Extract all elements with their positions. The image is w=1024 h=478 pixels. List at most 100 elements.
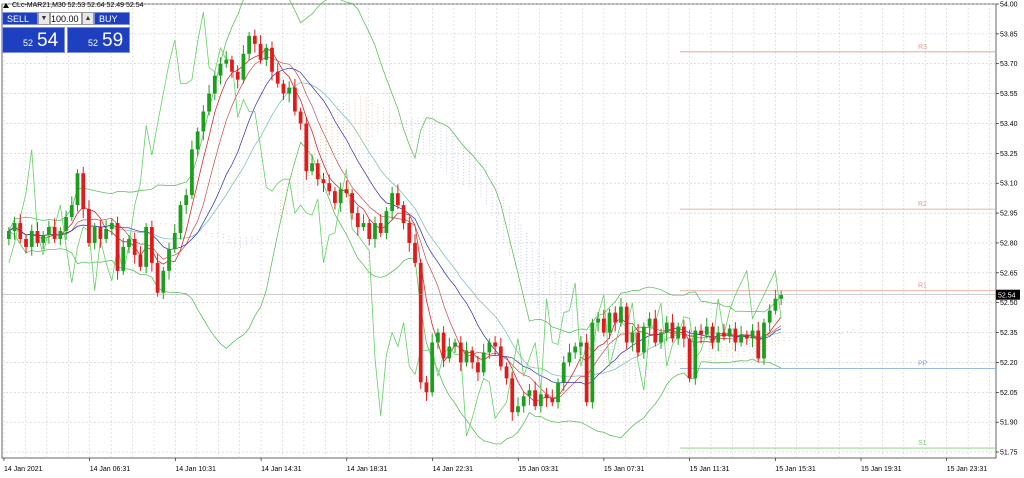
candle-bull <box>92 227 97 243</box>
candle-bull <box>104 229 108 239</box>
bollinger-upper-line <box>8 0 782 334</box>
buy-label[interactable]: BUY <box>94 12 130 25</box>
candle-bull <box>676 326 681 339</box>
candles <box>6 29 784 421</box>
candle-bull <box>607 312 612 333</box>
candle-bull <box>704 326 709 335</box>
level-label-r2: R2 <box>918 201 927 208</box>
candle-bull <box>161 270 166 293</box>
candle-bear <box>230 59 234 72</box>
candle-bull <box>516 406 520 413</box>
sell-price-small: 52 <box>23 38 34 48</box>
candle-bear <box>407 223 412 243</box>
candle-bear <box>498 346 503 367</box>
sell-label[interactable]: SELL <box>2 12 38 25</box>
lot-increase-icon[interactable]: ▲ <box>82 12 94 25</box>
candle-bear <box>744 334 749 339</box>
buy-button[interactable]: 52 59 <box>67 27 130 53</box>
y-tick-label: 53.40 <box>1000 121 1018 128</box>
candle-bull <box>453 342 457 347</box>
candle-bear <box>636 332 641 353</box>
candle-bull <box>779 294 784 299</box>
candle-bear <box>653 318 658 343</box>
candle-bear <box>584 342 589 403</box>
candle-bear <box>413 242 417 263</box>
candle-bear <box>252 35 257 44</box>
y-tick-label: 52.50 <box>1000 300 1018 307</box>
candle-bear <box>476 362 480 373</box>
candle-bear <box>504 366 509 379</box>
y-tick-label: 51.75 <box>1000 450 1018 457</box>
candle-bear <box>270 47 274 72</box>
lot-decrease-icon[interactable]: ▼ <box>38 12 50 25</box>
candle-bear <box>470 350 475 363</box>
y-tick-label: 54.00 <box>1000 2 1018 9</box>
time-axis: 14 Jan 2021 14 Jan 06:31 14 Jan 10:31 14 Ja… <box>3 458 988 473</box>
sell-button[interactable]: 52 54 <box>2 27 65 53</box>
x-tick-label: 15 Jan 23:31 <box>947 466 988 473</box>
candle-bear <box>722 332 726 337</box>
candle-bull <box>58 231 63 239</box>
y-tick-label: 52.95 <box>1000 211 1018 218</box>
candle-bear <box>52 227 57 239</box>
candle-bear <box>304 123 309 172</box>
y-tick-label: 52.20 <box>1000 360 1018 367</box>
y-tick-label: 53.55 <box>1000 91 1018 98</box>
candle-bear <box>281 83 286 94</box>
candle-bull <box>619 306 623 323</box>
candle-bull <box>287 87 292 94</box>
bollinger-mid-line <box>8 82 782 379</box>
candle-bear <box>149 227 154 263</box>
y-tick-label: 52.65 <box>1000 270 1018 277</box>
candle-bear <box>315 163 320 180</box>
candle-bull <box>172 232 177 249</box>
candle-bear <box>418 262 423 383</box>
candle-bull <box>373 223 377 239</box>
candle-bear <box>333 191 337 204</box>
indicator-lines <box>8 0 782 445</box>
candle-bear <box>493 342 497 347</box>
lot-size-input[interactable]: 100.00 <box>50 12 82 25</box>
candle-bull <box>659 332 663 343</box>
y-tick-label: 53.25 <box>1000 151 1018 158</box>
candle-bull <box>590 322 595 403</box>
candle-bull <box>190 149 194 196</box>
level-label-r3: R3 <box>918 44 927 51</box>
candle-bear <box>235 71 240 80</box>
candle-bull <box>212 75 217 94</box>
candle-bear <box>344 189 349 194</box>
candle-bear <box>550 398 555 403</box>
candle-bull <box>750 330 755 339</box>
x-tick-label: 14 Jan 2021 <box>4 466 43 473</box>
bollinger-lower-line <box>8 141 782 445</box>
candle-bear <box>733 328 738 343</box>
candle-bear <box>350 193 354 214</box>
y-tick-label: 51.90 <box>1000 420 1018 427</box>
candle-bull <box>773 298 778 311</box>
candle-bear <box>378 223 383 233</box>
candle-bull <box>338 189 343 204</box>
one-click-trading-panel: SELL ▼ 100.00 ▲ BUY 52 54 52 59 <box>2 12 132 54</box>
x-tick-label: 15 Jan 11:31 <box>690 466 730 473</box>
candle-bull <box>247 35 252 54</box>
candle-bull <box>75 173 80 206</box>
candle-bull <box>224 59 229 64</box>
candle-bear <box>510 378 515 413</box>
candle-bear <box>401 205 406 224</box>
level-label-s1: S1 <box>918 440 927 447</box>
price-tag <box>996 289 1020 300</box>
candle-bear <box>115 223 120 271</box>
y-tick-label: 53.70 <box>1000 61 1018 68</box>
candle-bull <box>41 234 46 243</box>
candle-bull <box>447 346 452 359</box>
candle-bear <box>132 238 137 255</box>
x-tick-label: 15 Jan 15:31 <box>775 466 816 473</box>
candle-bear <box>327 183 332 192</box>
current-price-label: 52.54 <box>2 289 1020 300</box>
y-tick-label: 52.35 <box>1000 330 1018 337</box>
candle-bull <box>127 238 131 247</box>
candle-bull <box>521 396 526 407</box>
candle-bear <box>601 318 606 333</box>
candle-bull <box>184 195 189 206</box>
